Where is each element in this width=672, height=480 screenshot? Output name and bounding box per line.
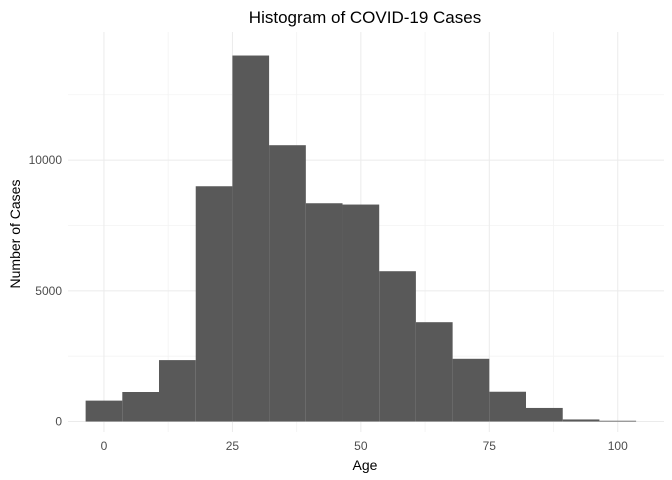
histogram-bar [525, 407, 563, 422]
x-axis-title: Age [353, 457, 378, 473]
y-tick-label: 10000 [29, 153, 63, 167]
histogram-bars [85, 55, 637, 422]
histogram-bar [122, 392, 159, 422]
y-axis-title: Number of Cases [7, 180, 23, 289]
histogram-bar [562, 419, 600, 422]
x-tick-label: 25 [226, 439, 240, 453]
histogram-bar [379, 271, 416, 422]
x-tick-label: 50 [354, 439, 368, 453]
histogram-bar [599, 420, 637, 422]
histogram-bar [232, 55, 270, 422]
x-axis-ticks: 0 25 50 75 100 [101, 439, 628, 453]
histogram-bar [85, 400, 123, 422]
x-tick-label: 75 [483, 439, 497, 453]
histogram-bar [195, 186, 233, 422]
histogram-bar [452, 358, 490, 422]
y-tick-label: 5000 [35, 284, 62, 298]
x-tick-label: 0 [101, 439, 108, 453]
y-axis-ticks: 0 5000 10000 [29, 153, 63, 428]
histogram-bar [158, 360, 196, 422]
histogram-bar [305, 203, 343, 422]
histogram-bar [342, 204, 380, 422]
histogram-bar [415, 322, 453, 422]
histogram-bar [489, 391, 526, 422]
y-tick-label: 0 [55, 415, 62, 429]
chart-title: Histogram of COVID-19 Cases [249, 8, 481, 27]
histogram-bar [269, 145, 306, 422]
x-tick-label: 100 [608, 439, 628, 453]
